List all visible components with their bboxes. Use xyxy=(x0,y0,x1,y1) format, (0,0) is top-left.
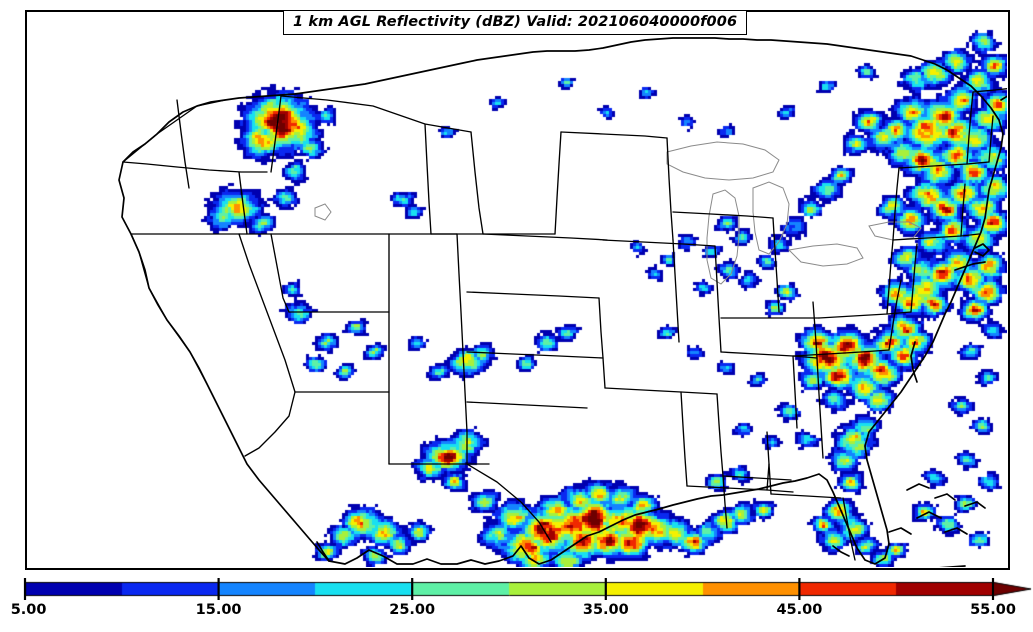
state-border-path xyxy=(680,391,688,487)
colorbar-ticklabels: 5.00 15.00 25.00 35.00 45.00 55.00 xyxy=(0,602,1033,628)
state-border-path xyxy=(898,161,990,169)
geography-overlay xyxy=(118,37,1007,567)
colorbar-gradient xyxy=(0,578,1033,600)
state-border-path xyxy=(466,291,600,299)
colorbar-tick-label: 15.00 xyxy=(195,602,242,618)
lake-outline-path xyxy=(752,181,790,255)
lake-outline-path xyxy=(666,141,780,181)
state-border-path xyxy=(238,171,248,235)
lake-outline-path xyxy=(868,221,922,241)
map-panel xyxy=(25,10,1010,570)
colorbar-tickmarks xyxy=(23,578,995,600)
state-border-path xyxy=(270,95,282,173)
state-border-path xyxy=(466,401,588,409)
coastline-path xyxy=(944,527,968,535)
state-border-path xyxy=(960,183,966,237)
state-border-path xyxy=(672,239,680,343)
lake-outline-path xyxy=(706,189,740,285)
colorbar-tick-label: 5.00 xyxy=(10,602,47,618)
state-border-path xyxy=(888,279,902,351)
state-border-path xyxy=(892,167,900,241)
coastline-outline xyxy=(118,37,1007,567)
coastline-path xyxy=(934,493,956,501)
state-border-path xyxy=(554,131,562,235)
state-border-path xyxy=(714,245,722,353)
great-lakes-outlines xyxy=(314,141,922,285)
state-border-path xyxy=(666,137,674,241)
state-border-path xyxy=(988,115,994,163)
state-border-path xyxy=(720,351,818,359)
state-border-path xyxy=(722,475,792,481)
state-border-path xyxy=(792,349,890,357)
coastline-path xyxy=(118,37,1004,565)
colorbar-tick-label: 45.00 xyxy=(776,602,823,618)
state-boundaries xyxy=(122,87,1007,561)
colorbar-tick-label: 55.00 xyxy=(970,602,1016,618)
coastline-path xyxy=(316,541,330,562)
coastline-path xyxy=(1000,95,1007,101)
state-border-path xyxy=(966,91,974,165)
state-border-path xyxy=(816,357,824,459)
state-border-path xyxy=(466,351,604,359)
state-border-path xyxy=(792,355,798,429)
lake-outline-path xyxy=(314,203,332,221)
plot-title: 1 km AGL Reflectivity (dBZ) Valid: 20210… xyxy=(283,10,748,35)
state-border-path xyxy=(818,311,912,319)
map-stack xyxy=(27,12,1007,567)
state-border-path xyxy=(482,233,608,241)
state-border-path xyxy=(722,475,728,529)
state-border-path xyxy=(910,243,918,313)
state-border-path xyxy=(812,301,818,359)
state-border-path xyxy=(466,463,552,543)
state-border-path xyxy=(176,99,190,189)
coastline-path xyxy=(888,527,912,535)
state-border-path xyxy=(892,233,980,241)
state-border-path xyxy=(772,217,780,313)
coastline-path xyxy=(964,501,986,509)
state-border-path xyxy=(766,463,770,491)
colorbar-tick-label: 25.00 xyxy=(389,602,436,618)
reflectivity-raster xyxy=(27,12,1007,567)
coastline-path xyxy=(832,545,850,557)
state-border-path xyxy=(770,493,842,499)
coastline-path xyxy=(910,341,918,383)
state-border-path xyxy=(604,387,718,395)
state-border-path xyxy=(602,239,716,247)
state-border-path xyxy=(456,233,468,465)
state-border-path xyxy=(122,161,268,173)
state-border-path xyxy=(470,131,484,235)
lake-outline-path xyxy=(787,243,864,267)
state-border-path xyxy=(424,123,432,235)
colorbar: 5.00 15.00 25.00 35.00 45.00 55.00 xyxy=(0,578,1033,632)
coastline-path xyxy=(954,261,986,271)
state-border-path xyxy=(716,393,724,477)
state-border-path xyxy=(238,233,296,457)
colorbar-tick-label: 35.00 xyxy=(582,602,629,618)
state-border-path xyxy=(280,95,472,133)
state-border-path xyxy=(560,131,668,139)
coastline-path xyxy=(916,511,942,519)
state-border-path xyxy=(686,485,794,493)
state-border-path xyxy=(672,211,774,219)
state-border-path xyxy=(598,297,606,389)
coastline-path xyxy=(906,483,930,491)
coastline-path xyxy=(939,565,966,567)
state-border-path xyxy=(972,87,1007,93)
state-border-path xyxy=(270,233,290,313)
state-border-path xyxy=(886,239,894,315)
coastline-path xyxy=(974,243,990,257)
state-border-path xyxy=(122,99,226,163)
